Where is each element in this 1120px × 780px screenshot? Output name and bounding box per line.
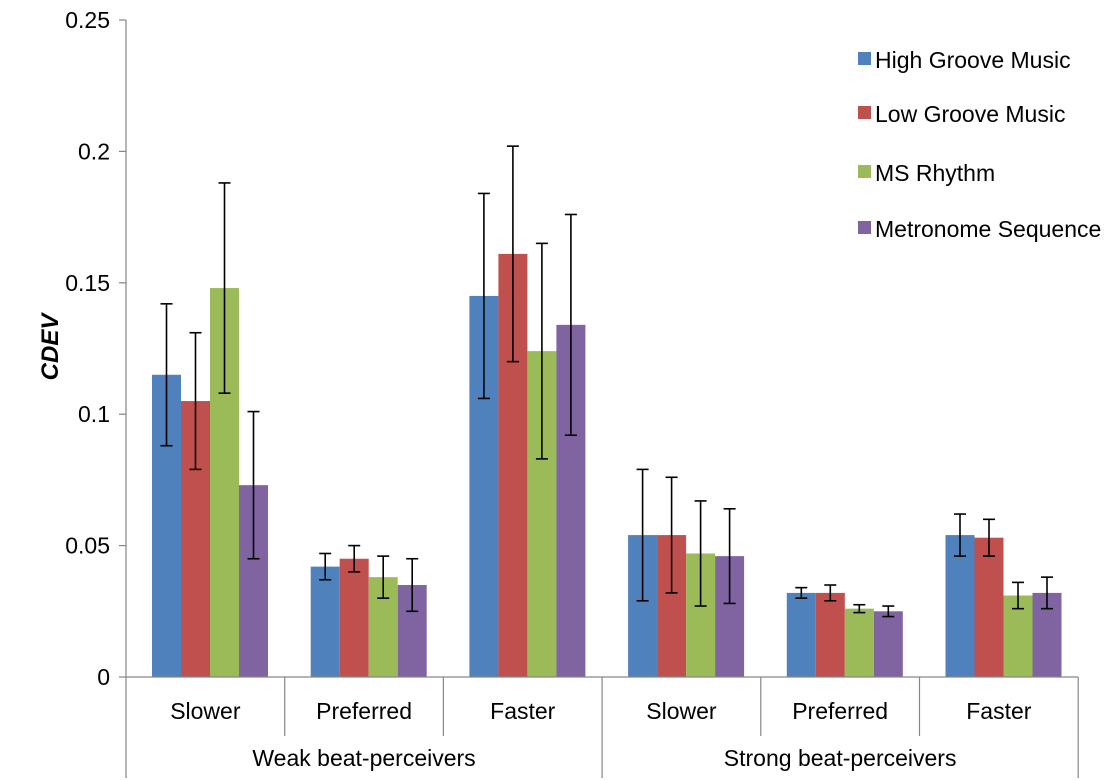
y-tick-label: 0.05 (65, 533, 110, 559)
legend-swatch (858, 165, 871, 178)
bar (873, 611, 903, 677)
x-tick-label: Preferred (316, 698, 412, 724)
y-tick-label: 0.15 (65, 270, 110, 296)
legend-label: Low Groove Music (875, 101, 1065, 127)
error-bars (160, 145, 1053, 618)
legend-label: Metronome Sequence (875, 216, 1101, 242)
legend-swatch (858, 52, 871, 65)
y-tick-label: 0.25 (65, 7, 110, 33)
x-tick-label: Faster (490, 698, 556, 724)
bar (815, 592, 845, 677)
x-group-label: Weak beat-perceivers (252, 745, 475, 771)
bar (786, 592, 816, 677)
bar (339, 558, 369, 677)
x-tick-label: Preferred (792, 698, 888, 724)
bar (844, 608, 874, 677)
legend-label: MS Rhythm (875, 160, 995, 186)
legend-swatch (858, 106, 871, 119)
x-group-label: Strong beat-perceivers (724, 745, 957, 771)
x-tick-label: Faster (966, 698, 1032, 724)
legend-swatch (858, 221, 871, 234)
y-axis: 0 0.05 0.1 0.15 0.2 0.25 (65, 7, 127, 690)
y-axis-label: CDEV (37, 312, 64, 381)
bar (945, 535, 975, 677)
legend-label: High Groove Music (875, 47, 1071, 73)
bar (974, 537, 1004, 677)
y-tick-label: 0.2 (78, 138, 110, 164)
x-tick-label: Slower (646, 698, 717, 724)
y-tick-label: 0 (97, 664, 110, 690)
y-tick-label: 0.1 (78, 401, 110, 427)
legend: High Groove Music Low Groove Music MS Rhyt… (858, 47, 1101, 242)
bar (310, 566, 340, 677)
bars (152, 253, 1062, 677)
x-axis: Slower Preferred Faster Weak beat-perceiver… (125, 676, 1079, 778)
x-tick-label: Slower (170, 698, 241, 724)
